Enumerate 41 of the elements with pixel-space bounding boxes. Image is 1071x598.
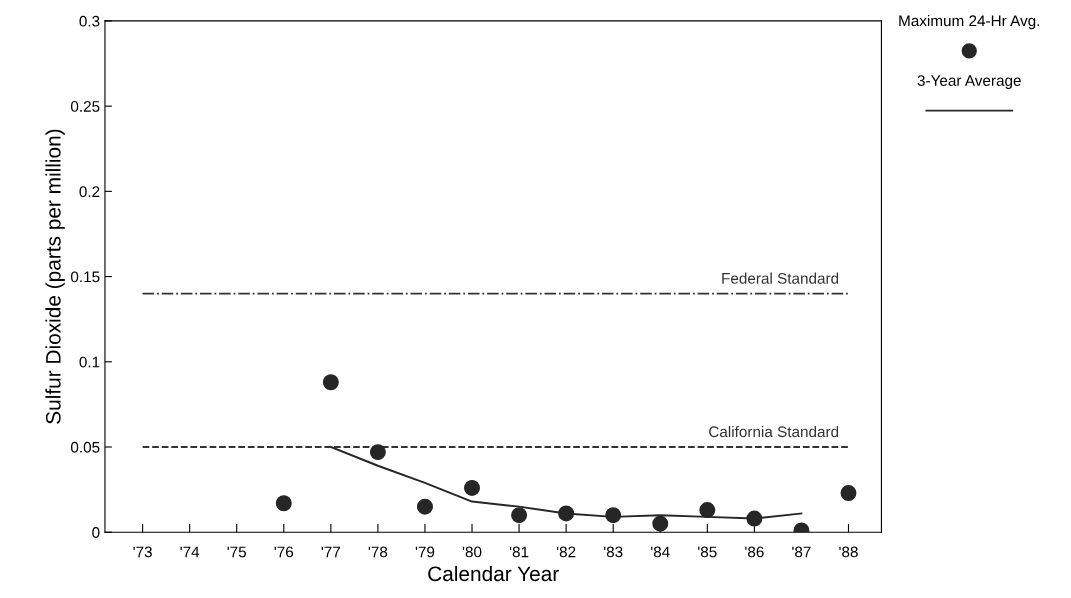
y-axis-title: Sulfur Dioxide (parts per million) <box>45 129 65 424</box>
y-tick-label: 0.3 <box>79 15 100 27</box>
point <box>464 479 480 496</box>
point <box>322 374 339 391</box>
point <box>511 507 528 524</box>
y-tick-label: 0.05 <box>70 441 100 453</box>
x-tick-label: '82 <box>556 546 576 558</box>
y-tick-label: 0.2 <box>79 186 100 198</box>
point <box>275 495 292 512</box>
x-tick-label: '86 <box>745 546 764 558</box>
x-tick-label: '84 <box>651 546 670 558</box>
point <box>369 444 386 461</box>
x-tick-label: '74 <box>180 546 200 558</box>
point <box>605 507 622 524</box>
point <box>416 498 433 515</box>
x-tick-label: '77 <box>321 546 341 558</box>
y-tick-label: 0.25 <box>70 101 100 112</box>
point <box>699 502 716 519</box>
x-tick-label: '88 <box>839 546 858 558</box>
x-axis-title: Calendar Year <box>428 565 559 582</box>
x-tick-label: '79 <box>415 546 435 558</box>
y-tick-label: 0 <box>92 527 100 538</box>
y-tick-label: 0.15 <box>70 271 100 283</box>
legend-label: 3-Year Average <box>917 75 1021 89</box>
x-tick-label: '73 <box>133 546 152 558</box>
x-tick-label: '87 <box>792 546 811 558</box>
x-tick-label: '75 <box>227 546 247 558</box>
x-tick-label: '83 <box>604 546 623 558</box>
text: Maximum 24-Hr Avg. <box>899 14 1040 30</box>
x-tick-label: '80 <box>462 546 482 558</box>
ref-line-label: California Standard <box>709 425 839 438</box>
x-tick-label: '85 <box>698 546 717 558</box>
point <box>558 505 575 522</box>
point <box>840 485 857 501</box>
x-tick-label: '81 <box>509 546 529 558</box>
point <box>746 510 763 527</box>
ref-line-label: Federal Standard <box>722 272 839 284</box>
y-tick-label: 0.1 <box>79 356 100 368</box>
x-tick-label: '76 <box>274 546 294 558</box>
point <box>652 515 669 532</box>
x-tick-label: '78 <box>368 546 388 558</box>
